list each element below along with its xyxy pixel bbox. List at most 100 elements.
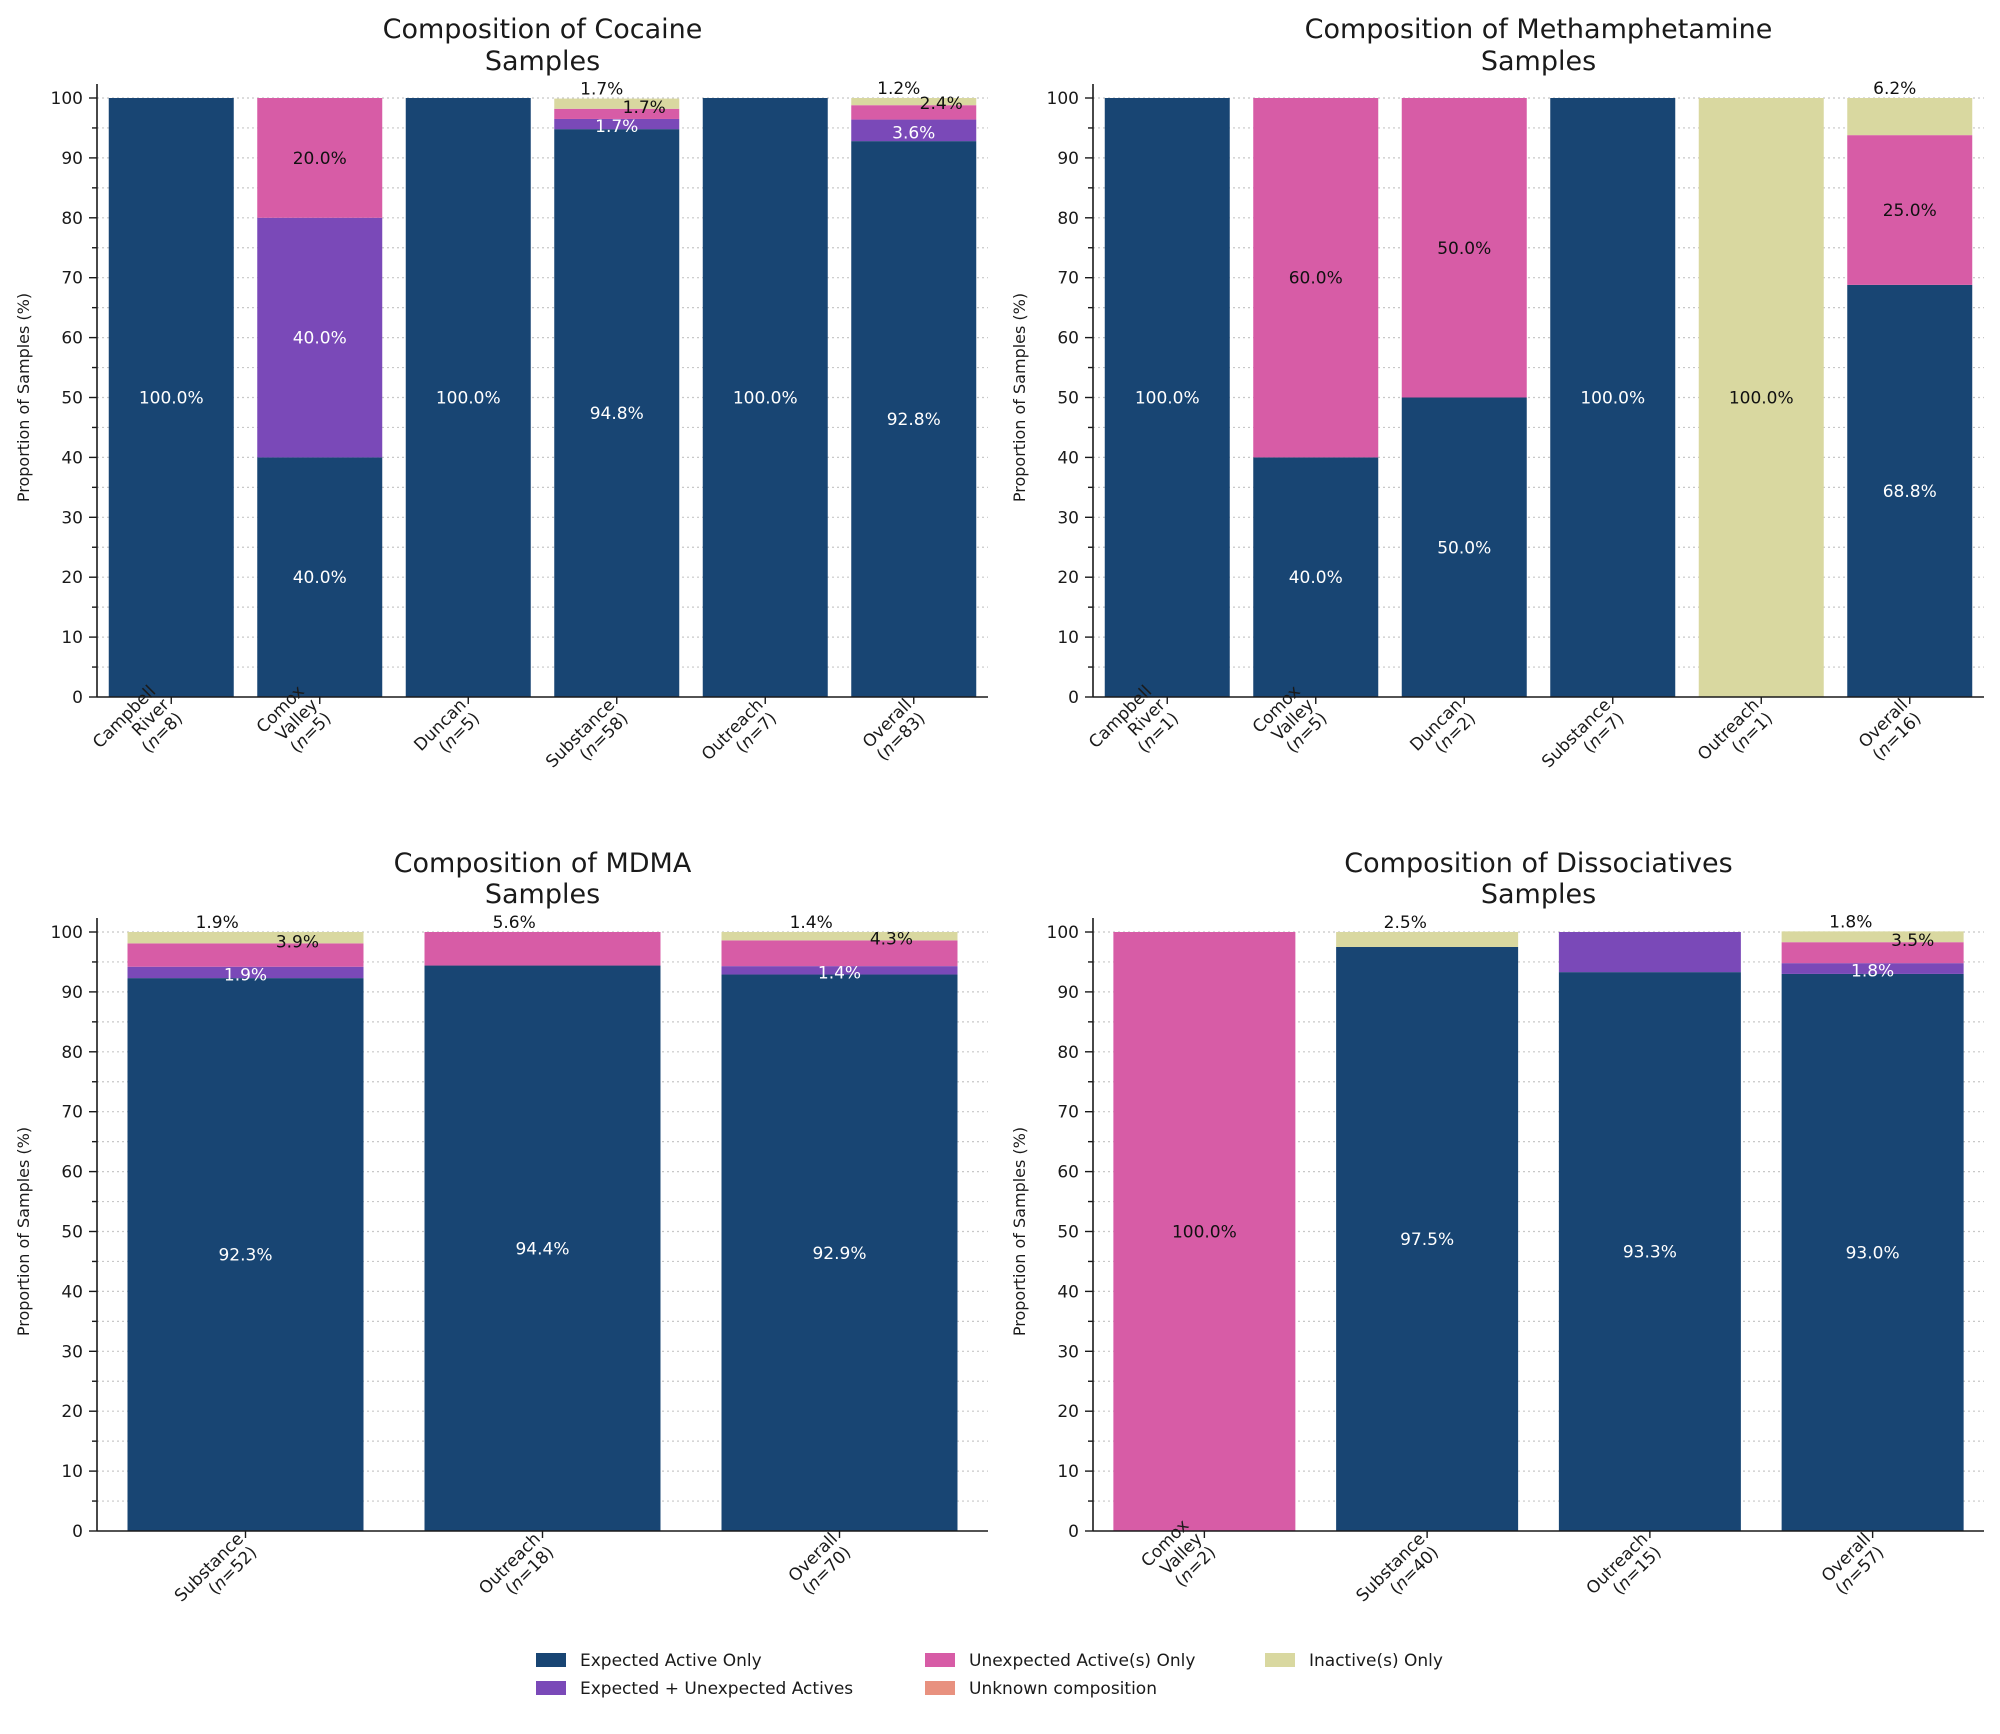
data-label: 6.2% [1873, 79, 1916, 99]
bar-segment [851, 119, 977, 142]
y-axis-label: Proportion of Samples (%) [14, 293, 33, 502]
y-tick-label: 30 [1057, 1342, 1079, 1362]
x-tick-label: Overall(n=70) [785, 1529, 856, 1599]
y-tick-label: 10 [1057, 628, 1079, 648]
x-tick-label: Duncan(n=2) [1406, 695, 1480, 757]
y-tick-label: 40 [61, 448, 83, 468]
data-label: 3.9% [276, 932, 319, 952]
bar-segment [257, 457, 383, 697]
y-tick-label: 50 [61, 389, 83, 409]
sample-count: 1 [1751, 713, 1773, 735]
data-label: 20.0% [293, 149, 347, 169]
data-label: 1.4% [818, 963, 861, 983]
x-tick-label: Outreach(n=7) [698, 695, 781, 765]
data-label: 100.0% [436, 389, 501, 409]
bar-segment [554, 118, 680, 130]
data-label: 6.7% [1606, 913, 1649, 933]
data-label: 1.4% [790, 913, 833, 933]
y-axis-label: Proportion of Samples (%) [14, 1127, 33, 1336]
chart-title: Samples [1481, 879, 1596, 910]
data-label: 100.0% [1729, 389, 1794, 409]
data-label: 40.0% [1289, 568, 1343, 588]
sample-count: 1 [1157, 713, 1179, 735]
y-tick-label: 40 [1057, 448, 1079, 468]
data-label: 1.8% [1851, 962, 1894, 982]
data-label: 40.0% [293, 329, 347, 349]
y-tick-label: 90 [1057, 983, 1079, 1003]
chart-title: Composition of Methamphetamine [1305, 14, 1773, 45]
data-label: 100.0% [1135, 389, 1200, 409]
y-tick-label: 20 [1057, 1402, 1079, 1422]
x-tick-label: Overall(n=16) [1855, 695, 1926, 765]
bar-segment [1550, 98, 1676, 697]
y-tick-label: 100 [1047, 923, 1079, 943]
bar-segment [1781, 931, 1964, 943]
data-label: 100.0% [1172, 1223, 1237, 1243]
y-tick-label: 50 [1057, 389, 1079, 409]
data-label: 93.3% [1623, 1243, 1677, 1263]
bar-segment [424, 932, 661, 966]
bar-segment [851, 141, 977, 698]
y-tick-label: 40 [1057, 1282, 1079, 1302]
bar-segment [1336, 946, 1519, 1531]
bar-segment [1253, 457, 1379, 697]
y-tick-label: 90 [61, 983, 83, 1003]
sample-count: 2 [1194, 1547, 1216, 1569]
chart-title: Composition of MDMA [394, 848, 692, 879]
y-tick-label: 60 [61, 329, 83, 349]
y-axis-label: Proportion of Samples (%) [1010, 293, 1029, 502]
bar-segment [405, 98, 531, 697]
bar-segment [1401, 397, 1527, 697]
bar-segment [1781, 973, 1964, 1531]
x-tick-label: Substance(n=40) [1352, 1529, 1442, 1606]
data-label: 1.8% [1829, 912, 1872, 932]
x-tick-label: Duncan(n=5) [410, 695, 484, 757]
data-label: 100.0% [1580, 389, 1645, 409]
legend-swatch [925, 1681, 955, 1695]
y-tick-label: 70 [61, 1103, 83, 1123]
bar-segment [554, 108, 680, 119]
y-tick-label: 10 [1057, 1462, 1079, 1482]
data-label: 92.8% [887, 410, 941, 430]
y-tick-label: 60 [61, 1163, 83, 1183]
legend-swatch [925, 1653, 955, 1667]
y-tick-label: 30 [61, 1342, 83, 1362]
legend-label: Expected Active Only [580, 1651, 762, 1671]
y-axis-label: Proportion of Samples (%) [1010, 1127, 1029, 1336]
y-tick-label: 50 [61, 1223, 83, 1243]
bar-segment [127, 943, 364, 967]
y-tick-label: 80 [1057, 209, 1079, 229]
legend-label: Unknown composition [969, 1679, 1157, 1699]
data-label: 100.0% [139, 389, 204, 409]
y-tick-label: 10 [61, 628, 83, 648]
bar-segment [851, 98, 977, 106]
data-label: 40.0% [293, 568, 347, 588]
bar-segment [1847, 98, 1973, 136]
data-label: 94.4% [515, 1239, 569, 1259]
y-tick-label: 70 [1057, 1103, 1079, 1123]
y-tick-label: 80 [61, 1043, 83, 1063]
data-label: 97.5% [1400, 1230, 1454, 1250]
bar-segment [257, 98, 383, 218]
data-label: 68.8% [1883, 482, 1937, 502]
y-tick-label: 50 [1057, 1223, 1079, 1243]
x-tick-label: Substance(n=7) [1538, 695, 1628, 772]
y-tick-label: 20 [61, 568, 83, 588]
bar-segment [257, 217, 383, 458]
data-label: 1.2% [877, 79, 920, 99]
x-tick-label: Overall(n=57) [1818, 1529, 1889, 1599]
y-tick-label: 40 [61, 1282, 83, 1302]
sample-count: 7 [1602, 713, 1624, 735]
bar-segment [851, 105, 977, 120]
sample-count: 8 [161, 713, 183, 735]
bar-segment [127, 966, 364, 979]
x-tick-label: Outreach(n=15) [1583, 1529, 1666, 1599]
data-label: 94.8% [590, 404, 644, 424]
bar-segment [554, 98, 680, 109]
y-tick-label: 20 [61, 1402, 83, 1422]
data-label: 50.0% [1437, 538, 1491, 558]
legend-label: Inactive(s) Only [1309, 1651, 1443, 1671]
